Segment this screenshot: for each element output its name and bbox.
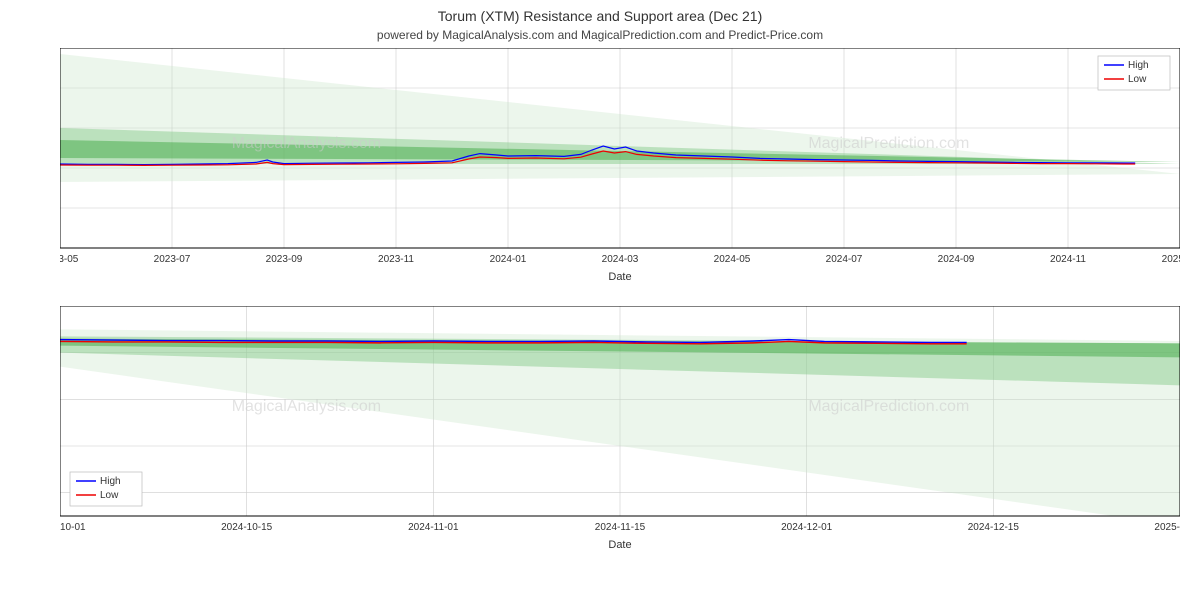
xtick-label: 2024-01 — [490, 254, 527, 265]
xtick-label: 2024-10-15 — [221, 522, 273, 533]
xtick-label: 2024-05 — [714, 254, 751, 265]
xtick-label: 2023-11 — [378, 254, 414, 265]
xtick-label: 2023-07 — [154, 254, 191, 265]
xtick-label: 2024-09 — [938, 254, 975, 265]
chart-container: Torum (XTM) Resistance and Support area … — [0, 0, 1200, 600]
chart-2-wrap: 2024-10-01 2024-10-15 2024-11-01 2024-11-15… — [60, 306, 1180, 556]
xtick-label: 2024-12-01 — [781, 522, 833, 533]
watermark-1: MagicalAnalysis.com — [232, 135, 381, 152]
watermark-2: MagicalPrediction.com — [808, 135, 969, 152]
xtick-label: 2025-01-01 — [1154, 522, 1180, 533]
xtick-label: 2025-01 — [1162, 254, 1180, 265]
chart-2-svg: 2024-10-01 2024-10-15 2024-11-01 2024-11-15… — [60, 306, 1180, 556]
xtick-label: 2024-11 — [1050, 254, 1086, 265]
chart-subtitle: powered by MagicalAnalysis.com and Magic… — [0, 24, 1200, 48]
legend-label: Low — [1128, 74, 1147, 85]
xtick-label: 2024-10-01 — [60, 522, 86, 533]
chart-1-svg: 2023-05 2023-07 2023-09 2023-11 2024-01 2024-… — [60, 48, 1180, 288]
x-axis-label: Date — [608, 539, 631, 551]
xtick-label: 2024-12-15 — [968, 522, 1020, 533]
xtick-label: 2023-05 — [60, 254, 79, 265]
xtick-label: 2024-07 — [826, 254, 863, 265]
watermark-2: MagicalPrediction.com — [808, 398, 969, 415]
xtick-label: 2024-11-01 — [408, 522, 459, 533]
x-axis-label: Date — [608, 271, 631, 283]
watermark-1: MagicalAnalysis.com — [232, 398, 381, 415]
xtick-label: 2024-03 — [602, 254, 639, 265]
xtick-label: 2024-11-15 — [595, 522, 646, 533]
xtick-label: 2023-09 — [266, 254, 303, 265]
legend-label: High — [100, 476, 121, 487]
legend-label: High — [1128, 60, 1149, 71]
legend-label: Low — [100, 490, 119, 501]
chart-title: Torum (XTM) Resistance and Support area … — [0, 0, 1200, 24]
chart-1-wrap: 2023-05 2023-07 2023-09 2023-11 2024-01 2024-… — [60, 48, 1180, 288]
